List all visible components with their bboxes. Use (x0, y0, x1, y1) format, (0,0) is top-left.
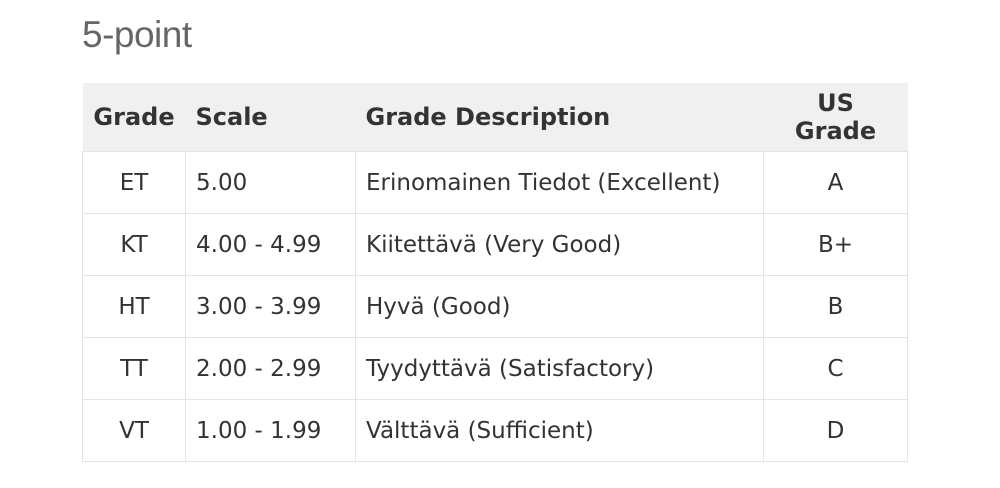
table-cell: KT (82, 213, 186, 276)
table-cell: A (763, 151, 908, 214)
table-row: KT 4.00 - 4.99 Kiitettävä (Very Good) B+ (82, 213, 908, 276)
table-cell: 2.00 - 2.99 (185, 337, 356, 400)
table-row: ET 5.00 Erinomainen Tiedot (Excellent) A (82, 151, 908, 214)
table-cell: D (763, 399, 908, 462)
table-cell: 3.00 - 3.99 (185, 275, 356, 338)
grade-table: Grade Scale Grade Description US Grade ET 5.… (82, 83, 908, 462)
section-heading: 5-point (82, 14, 192, 55)
header-cell: Grade (82, 83, 186, 152)
table-cell: VT (82, 399, 186, 462)
table-cell: Välttävä (Sufficient) (355, 399, 764, 462)
table-row: HT 3.00 - 3.99 Hyvä (Good) B (82, 275, 908, 338)
table-cell: C (763, 337, 908, 400)
table-cell: ET (82, 151, 186, 214)
table-cell: Hyvä (Good) (355, 275, 764, 338)
table-cell: Erinomainen Tiedot (Excellent) (355, 151, 764, 214)
header-cell: Grade Description (355, 83, 764, 152)
header-row: Grade Scale Grade Description US Grade (82, 83, 908, 152)
table-cell: B+ (763, 213, 908, 276)
table-row: VT 1.00 - 1.99 Välttävä (Sufficient) D (82, 399, 908, 462)
table-cell: HT (82, 275, 186, 338)
table-cell: Tyydyttävä (Satisfactory) (355, 337, 764, 400)
header-cell: Scale (185, 83, 356, 152)
table-body: ET 5.00 Erinomainen Tiedot (Excellent) A KT 4… (82, 151, 908, 462)
table-head: Grade Scale Grade Description US Grade (82, 83, 908, 152)
table-cell: TT (82, 337, 186, 400)
table-cell: 4.00 - 4.99 (185, 213, 356, 276)
table-row: TT 2.00 - 2.99 Tyydyttävä (Satisfactory) C (82, 337, 908, 400)
table-cell: 1.00 - 1.99 (185, 399, 356, 462)
table-cell: B (763, 275, 908, 338)
table-cell: 5.00 (185, 151, 356, 214)
table-cell: Kiitettävä (Very Good) (355, 213, 764, 276)
header-cell: US Grade (763, 83, 908, 152)
